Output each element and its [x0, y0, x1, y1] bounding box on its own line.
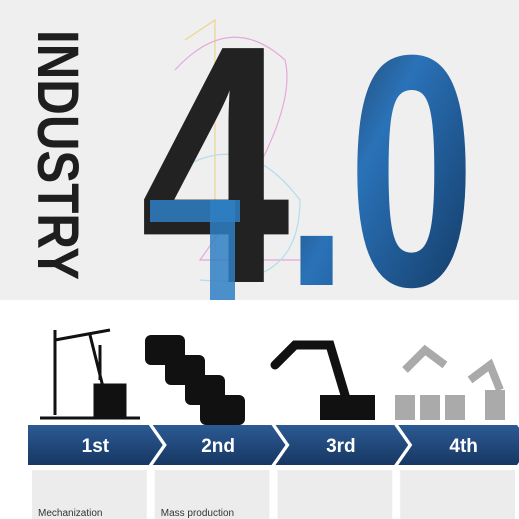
stage-label: 1st — [82, 436, 110, 457]
icon-automation — [275, 345, 375, 420]
icon-cyber-physical — [395, 350, 505, 420]
stages: 1st Mechanization 2nd Mass production 3rd 4th — [28, 425, 519, 519]
infographic: INDUSTRY 4 .0 1st Mechanization 2nd Mass pr… — [0, 0, 519, 519]
stage-box — [400, 470, 515, 519]
title-number: 4 — [140, 0, 292, 355]
title-word: INDUSTRY — [25, 30, 90, 280]
title-decimal: .0 — [285, 0, 475, 355]
stage-box — [278, 470, 393, 519]
stage-label: 4th — [449, 436, 478, 457]
icon-mechanization — [40, 330, 140, 418]
stage-description: Mechanization — [38, 508, 102, 519]
stage-label: 3rd — [326, 436, 356, 457]
stage-description: Mass production — [161, 508, 234, 519]
stage-label: 2nd — [201, 436, 235, 457]
number-accent — [210, 200, 235, 300]
